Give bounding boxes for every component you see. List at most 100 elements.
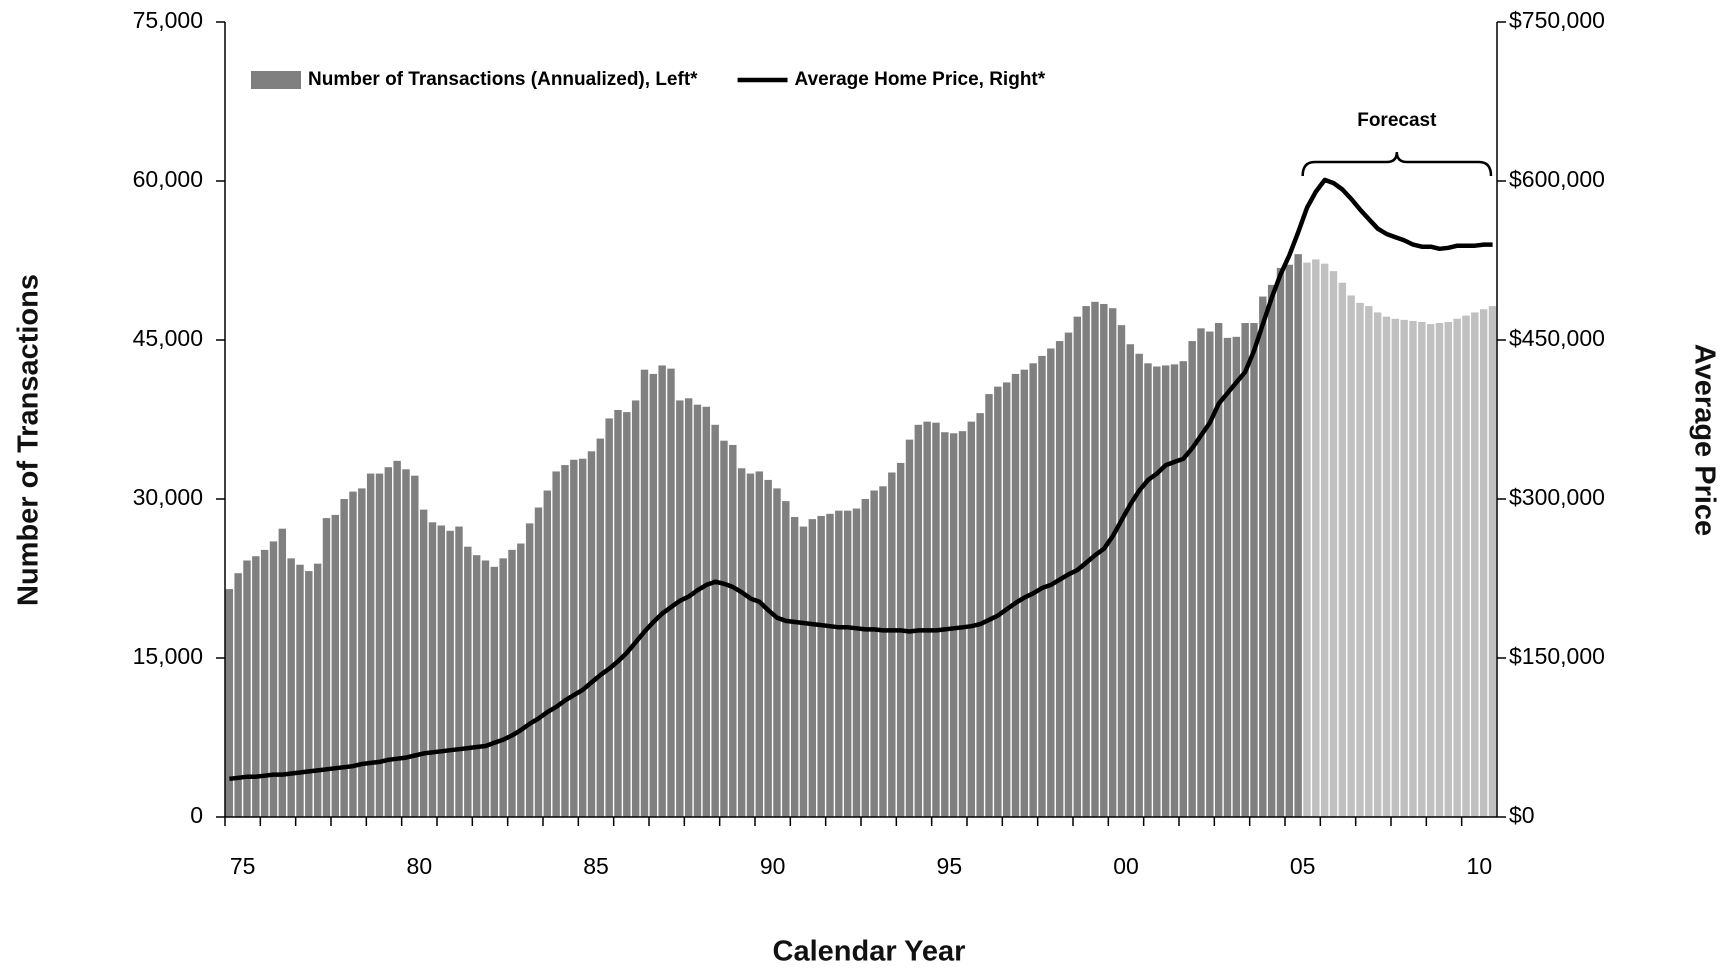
bar — [349, 491, 357, 817]
bar — [1426, 324, 1435, 817]
bar — [340, 499, 348, 817]
y2-tick-label: $0 — [1509, 802, 1535, 828]
bar — [1365, 306, 1373, 817]
bar — [305, 571, 313, 817]
bar — [428, 522, 437, 817]
y-tick-label: 75,000 — [133, 7, 203, 33]
bar — [472, 555, 481, 817]
y-tick-label: 45,000 — [133, 325, 203, 351]
bar — [561, 465, 569, 817]
bar — [1418, 321, 1426, 817]
legend-label: Average Home Price, Right* — [795, 69, 1046, 90]
bar — [888, 472, 896, 817]
bar — [949, 433, 958, 817]
bar — [1444, 321, 1453, 817]
bar — [764, 479, 772, 817]
x-tick-label: 05 — [1290, 853, 1316, 879]
bar — [322, 518, 331, 817]
bar — [1241, 323, 1249, 817]
y2-tick-label: $150,000 — [1509, 643, 1605, 669]
bar — [1435, 323, 1444, 817]
bar — [1356, 302, 1364, 817]
bar — [623, 412, 631, 817]
bar — [1029, 363, 1037, 817]
y-tick-label: 60,000 — [133, 166, 203, 192]
bar — [667, 368, 675, 817]
bar — [755, 471, 764, 817]
bar — [508, 549, 516, 817]
bar — [578, 458, 587, 817]
bar — [905, 439, 914, 817]
bar — [534, 507, 543, 817]
bar — [1144, 363, 1152, 817]
bar — [1206, 331, 1214, 817]
bar — [358, 488, 366, 817]
bar — [631, 400, 640, 817]
x-tick-label: 90 — [760, 853, 786, 879]
x-tick-label: 85 — [583, 853, 609, 879]
bar — [596, 438, 605, 817]
bar — [843, 510, 852, 817]
price-line — [229, 177, 1493, 782]
y2-axis-title: Average Price — [1688, 344, 1720, 536]
bar — [879, 486, 887, 817]
bar — [1400, 319, 1408, 817]
bar — [411, 475, 419, 817]
bar — [1188, 341, 1196, 817]
bar — [605, 418, 613, 817]
bar — [1259, 296, 1267, 817]
forecast-bracket — [1301, 151, 1493, 177]
bar — [914, 424, 923, 817]
bar — [419, 509, 428, 817]
bar — [296, 564, 304, 817]
bar — [1011, 373, 1020, 817]
bar — [499, 558, 507, 817]
bar — [269, 541, 278, 817]
bar — [366, 473, 375, 817]
bar — [746, 473, 755, 817]
bar — [481, 560, 490, 817]
x-axis-title: Calendar Year — [773, 936, 966, 968]
bar — [464, 546, 472, 817]
bar — [1479, 309, 1488, 817]
x-tick-label: 75 — [230, 853, 256, 879]
bar — [1214, 323, 1223, 817]
y2-tick-label: $450,000 — [1509, 325, 1605, 351]
bar — [720, 440, 728, 817]
bar — [287, 558, 295, 817]
bar — [870, 490, 878, 817]
bar — [313, 563, 322, 817]
bar — [1170, 364, 1179, 817]
bar — [455, 526, 463, 817]
bar — [225, 589, 234, 817]
bar — [923, 421, 931, 817]
bar — [1267, 284, 1276, 817]
x-tick-label: 00 — [1113, 853, 1139, 879]
bar — [1250, 323, 1258, 817]
bar — [1276, 267, 1285, 817]
bar — [729, 444, 737, 817]
bar — [994, 386, 1002, 817]
x-tick-label: 80 — [407, 853, 433, 879]
bar — [1453, 318, 1461, 817]
bar — [782, 501, 790, 817]
bar — [1285, 264, 1294, 817]
bar — [1382, 316, 1391, 817]
bar — [384, 467, 393, 817]
bar — [1135, 353, 1143, 817]
bar — [835, 510, 843, 817]
y2-tick-label: $600,000 — [1509, 166, 1605, 192]
bar — [1223, 337, 1232, 817]
bar — [402, 469, 410, 817]
legend-swatch — [251, 71, 301, 89]
bar — [737, 468, 746, 817]
bar — [1373, 312, 1382, 817]
bar — [1329, 271, 1338, 818]
bar — [252, 556, 260, 817]
bar — [1462, 315, 1470, 817]
bar — [1020, 369, 1029, 817]
bar — [437, 525, 446, 817]
bar — [1117, 325, 1126, 817]
